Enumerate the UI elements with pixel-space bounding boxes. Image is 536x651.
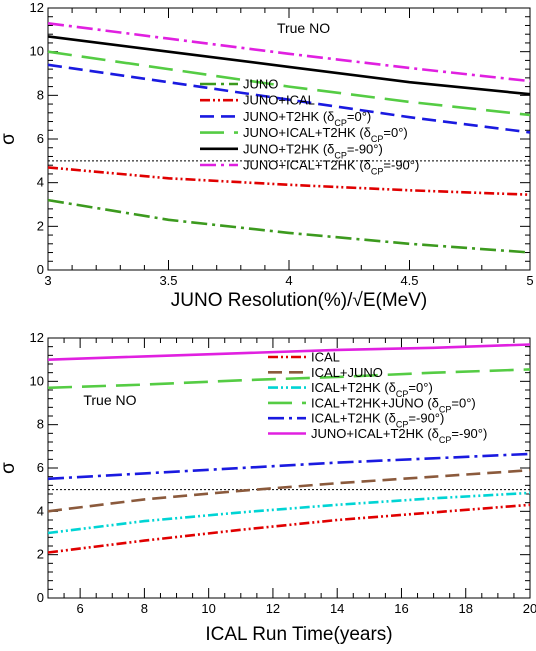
legend-label-4: JUNO+ICAL+T2HK (δCP=0°) [243,125,408,144]
y-axis-title: σ [0,462,19,474]
series-line-6 [47,343,531,361]
y-tick-label: 10 [30,44,44,59]
series-line-4 [47,50,531,117]
legend-label-2: JUNO+ICAL [243,93,315,108]
legend-label-6: JUNO+ICAL+T2HK (δCP=-90°) [311,426,487,445]
x-axis-title: JUNO Resolution(%)/√E(MeV) [171,290,427,311]
y-tick-label: 12 [30,0,44,15]
legend-label-1: JUNO [243,77,278,92]
legend-label-3: JUNO+T2HK (δCP=0°) [243,109,371,128]
chart-panel-1: 0 2 4 6 8 10 12 3 3.5 4 4.5 5 JUNO Resolution(%)/√E(… [0,0,534,311]
y-tick-label: 12 [30,330,44,345]
legend-label-2: ICAL+JUNO [311,365,383,380]
annotation-label: True NO [277,20,330,36]
x-tick-label: 5 [526,273,533,288]
series-line-4 [47,368,531,390]
annotation-label: True NO [83,392,136,408]
x-tick-label: 10 [201,601,215,616]
y-tick-label: 6 [37,131,44,146]
legend-label-4: ICAL+T2HK+JUNO (δCP=0°) [311,395,476,414]
legend-label-3: ICAL+T2HK (δCP=0°) [311,380,433,399]
series-line-5 [47,452,531,481]
series-line-2 [47,468,531,513]
legend-label-6: JUNO+ICAL+T2HK (δCP=-90°) [243,158,419,177]
legend-label-5: ICAL+T2HK (δCP=-90°) [311,411,444,430]
y-tick-label: 4 [37,175,44,190]
y-tick-label: 10 [30,373,44,388]
series-line-1 [47,198,531,254]
plot-frame [47,337,531,599]
series-line-3 [47,491,531,535]
x-tick-label: 3 [44,273,51,288]
x-tick-label: 4 [285,273,292,288]
x-tick-label: 18 [458,601,472,616]
x-tick-label: 16 [394,601,408,616]
x-tick-label: 4.5 [400,273,418,288]
y-tick-label: 6 [37,460,44,475]
y-tick-label: 2 [37,218,44,233]
x-tick-label: 3.5 [159,273,177,288]
legend-label-5: JUNO+T2HK (δCP=-90°) [243,141,383,160]
series-line-5 [47,35,531,96]
y-tick-label: 2 [37,547,44,562]
y-tick-label: 0 [37,262,44,277]
y-tick-label: 0 [37,590,44,605]
x-axis-title: ICAL Run Time(years) [205,624,392,645]
y-tick-label: 8 [37,417,44,432]
x-tick-label: 20 [523,601,536,616]
x-tick-label: 8 [141,601,148,616]
x-tick-label: 14 [330,601,344,616]
chart-panel-2: 0 2 4 6 8 10 12 6 8 10 12 14 16 18 20 ICAL Run Time(yea… [0,330,536,645]
x-tick-label: 6 [77,601,84,616]
x-tick-label: 12 [266,601,280,616]
y-tick-label: 8 [37,87,44,102]
legend-label-1: ICAL [311,350,340,365]
y-tick-label: 4 [37,503,44,518]
series-line-3 [47,63,531,134]
y-axis-title: σ [0,133,19,145]
series-line-1 [47,503,531,554]
series-line-6 [47,22,531,83]
